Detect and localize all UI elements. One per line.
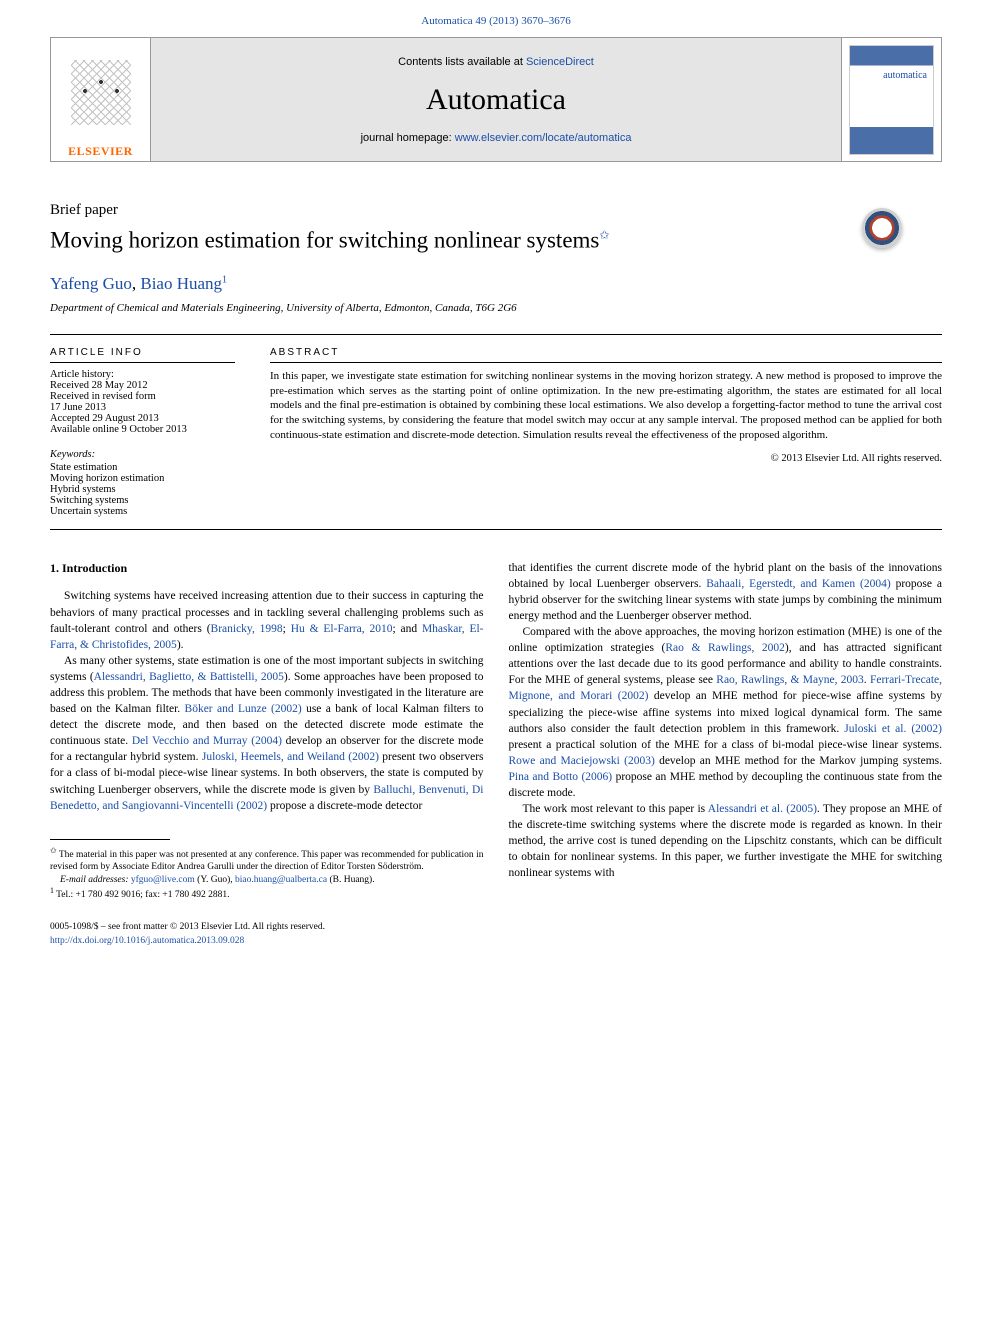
received-date: Received 28 May 2012 <box>50 380 235 391</box>
citation-link[interactable]: Rao, Rawlings, & Mayne, 2003 <box>716 674 864 686</box>
elsevier-tree-icon <box>61 55 141 145</box>
keyword-5: Uncertain systems <box>50 506 235 517</box>
divider <box>50 362 235 363</box>
footnote-text: Tel.: +1 780 492 9016; fax: +1 780 492 2… <box>54 890 230 900</box>
revised-date: 17 June 2013 <box>50 402 235 413</box>
footnote-divider <box>50 839 170 840</box>
doi-block: 0005-1098/$ – see front matter © 2013 El… <box>50 921 484 948</box>
citation-link[interactable]: Juloski et al. (2002) <box>844 723 942 735</box>
authors: Yafeng Guo, Biao Huang1 <box>50 274 942 294</box>
text: present a practical solution of the MHE … <box>509 739 943 751</box>
title-text: Moving horizon estimation for switching … <box>50 228 599 253</box>
citation-link[interactable]: Hu & El-Farra, 2010 <box>291 623 393 635</box>
accepted-date: Accepted 29 August 2013 <box>50 413 235 424</box>
title-row: Brief paper Moving horizon estimation fo… <box>50 202 942 254</box>
abstract-copyright: © 2013 Elsevier Ltd. All rights reserved… <box>270 453 942 464</box>
body-columns: 1. Introduction Switching systems have r… <box>50 560 942 948</box>
journal-header-center: Contents lists available at ScienceDirec… <box>151 38 841 161</box>
text: (B. Huang). <box>327 875 375 885</box>
header-citation: Automatica 49 (2013) 3670–3676 <box>50 15 942 27</box>
para-2: Compared with the above approaches, the … <box>509 624 943 801</box>
text: ). <box>177 639 184 651</box>
text: propose a discrete-mode detector <box>267 800 422 812</box>
homepage-prefix: journal homepage: <box>361 132 455 144</box>
journal-header: ELSEVIER Contents lists available at Sci… <box>50 37 942 162</box>
column-right: that identifies the current discrete mod… <box>509 560 943 948</box>
article-info-heading: ARTICLE INFO <box>50 347 235 358</box>
text: ; and <box>392 623 422 635</box>
elsevier-logo[interactable]: ELSEVIER <box>51 38 151 161</box>
text: The work most relevant to this paper is <box>523 803 708 815</box>
citation-link[interactable]: Branicky, 1998 <box>211 623 283 635</box>
section-number: 1. <box>50 561 59 575</box>
citation-link[interactable]: Rao & Rawlings, 2002 <box>665 642 785 654</box>
online-date: Available online 9 October 2013 <box>50 424 235 435</box>
abstract-text: In this paper, we investigate state esti… <box>270 369 942 443</box>
article-kicker: Brief paper <box>50 202 609 219</box>
affiliation: Department of Chemical and Materials Eng… <box>50 302 942 314</box>
crossmark-icon[interactable] <box>862 208 902 248</box>
column-left: 1. Introduction Switching systems have r… <box>50 560 484 948</box>
email-link-2[interactable]: biao.huang@ualberta.ca <box>235 875 327 885</box>
contents-prefix: Contents lists available at <box>398 56 526 68</box>
citation-link[interactable]: Automatica 49 (2013) 3670–3676 <box>421 15 570 27</box>
citation-link[interactable]: Böker and Lunze (2002) <box>185 703 302 715</box>
elsevier-label: ELSEVIER <box>68 144 133 159</box>
article-title: Moving horizon estimation for switching … <box>50 223 609 254</box>
author-link-1[interactable]: Yafeng Guo <box>50 274 132 293</box>
homepage-link[interactable]: www.elsevier.com/locate/automatica <box>455 132 632 144</box>
para-3: The work most relevant to this paper is … <box>509 801 943 881</box>
para-1: Switching systems have received increasi… <box>50 588 484 652</box>
para-1: that identifies the current discrete mod… <box>509 560 943 624</box>
cover-thumbnail-icon <box>849 45 934 155</box>
footnote-3: 1 Tel.: +1 780 492 9016; fax: +1 780 492… <box>50 886 484 902</box>
title-block: Brief paper Moving horizon estimation fo… <box>50 202 609 254</box>
citation-link[interactable]: Alessandri, Baglietto, & Battistelli, 20… <box>94 671 284 683</box>
footnote-text: The material in this paper was not prese… <box>50 850 484 872</box>
email-label: E-mail addresses: <box>60 875 131 885</box>
keyword-4: Switching systems <box>50 495 235 506</box>
article-info: ARTICLE INFO Article history: Received 2… <box>50 335 250 529</box>
history-label: Article history: <box>50 369 235 380</box>
page: Automatica 49 (2013) 3670–3676 ELSEVIER … <box>0 0 992 978</box>
keyword-2: Moving horizon estimation <box>50 473 235 484</box>
author-link-2[interactable]: Biao Huang <box>140 274 222 293</box>
footnote-marker: ✩ <box>50 846 57 855</box>
doi-link[interactable]: http://dx.doi.org/10.1016/j.automatica.2… <box>50 936 244 946</box>
abstract: ABSTRACT In this paper, we investigate s… <box>250 335 942 529</box>
citation-link[interactable]: Juloski, Heemels, and Weiland (2002) <box>202 751 379 763</box>
text: develop an MHE method for the Markov jum… <box>655 755 942 767</box>
citation-link[interactable]: Del Vecchio and Murray (2004) <box>132 735 282 747</box>
text: (Y. Guo), <box>195 875 235 885</box>
citation-link[interactable]: Rowe and Maciejowski (2003) <box>509 755 655 767</box>
journal-homepage: journal homepage: www.elsevier.com/locat… <box>361 132 632 144</box>
revised-label: Received in revised form <box>50 391 235 402</box>
keywords-label: Keywords: <box>50 449 235 460</box>
section-heading: 1. Introduction <box>50 560 484 577</box>
citation-link[interactable]: Alessandri et al. (2005) <box>708 803 817 815</box>
title-note-marker[interactable]: ✩ <box>599 228 609 242</box>
para-2: As many other systems, state estimation … <box>50 653 484 814</box>
keyword-3: Hybrid systems <box>50 484 235 495</box>
front-matter-line: 0005-1098/$ – see front matter © 2013 El… <box>50 921 484 934</box>
citation-link[interactable]: Bahaali, Egerstedt, and Kamen (2004) <box>706 578 890 590</box>
contents-line: Contents lists available at ScienceDirec… <box>398 56 594 68</box>
info-abstract-row: ARTICLE INFO Article history: Received 2… <box>50 334 942 530</box>
footnote-2: E-mail addresses: yfguo@live.com (Y. Guo… <box>50 874 484 886</box>
journal-name: Automatica <box>426 83 566 117</box>
abstract-heading: ABSTRACT <box>270 347 942 358</box>
divider <box>270 362 942 363</box>
journal-cover[interactable] <box>841 38 941 161</box>
text: ; <box>283 623 291 635</box>
section-title: Introduction <box>62 561 127 575</box>
corresponding-marker[interactable]: 1 <box>222 274 227 285</box>
keyword-1: State estimation <box>50 462 235 473</box>
sciencedirect-link[interactable]: ScienceDirect <box>526 56 594 68</box>
email-link-1[interactable]: yfguo@live.com <box>131 875 195 885</box>
footnote-1: ✩ The material in this paper was not pre… <box>50 846 484 874</box>
citation-link[interactable]: Pina and Botto (2006) <box>509 771 613 783</box>
